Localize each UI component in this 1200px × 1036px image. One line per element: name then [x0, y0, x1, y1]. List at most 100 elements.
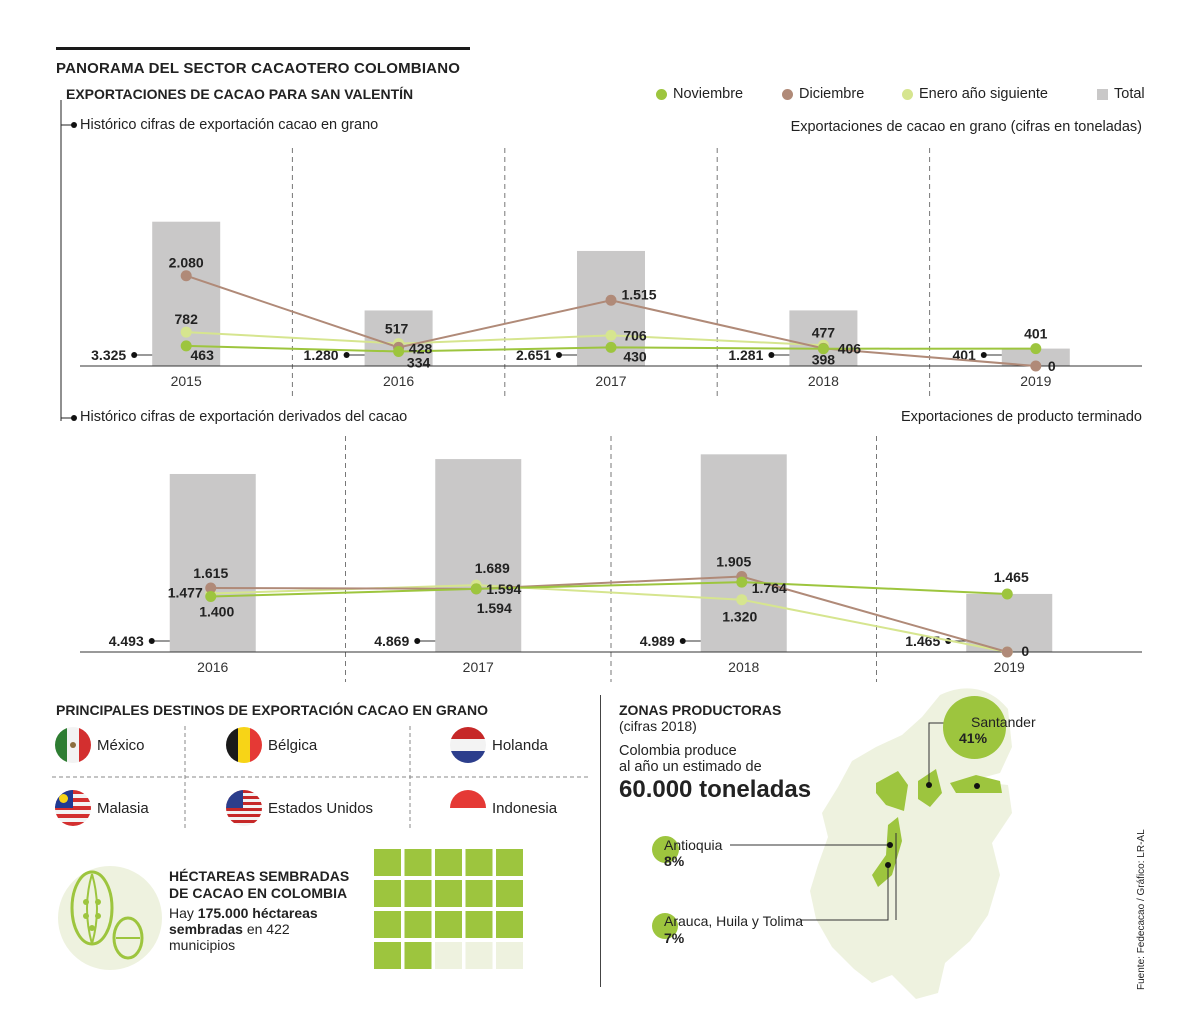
country-name: Bélgica — [268, 736, 318, 754]
country-name: Malasia — [97, 799, 149, 817]
country-mexico: México — [55, 727, 145, 763]
hectare-cell — [465, 880, 493, 907]
data-label-Enero año siguiente: 517 — [385, 321, 409, 337]
hectare-cell — [374, 942, 401, 969]
zone-share-bubble — [652, 836, 679, 863]
country-holanda: Holanda — [450, 727, 548, 763]
total-leader-dot — [131, 352, 138, 358]
x-tick-label: 2019 — [994, 659, 1025, 675]
series-line-Noviembre — [210, 581, 1008, 598]
data-label-Diciembre: 0 — [1021, 643, 1029, 659]
legend-item-diciembre: Diciembre — [782, 86, 864, 102]
country-name: Holanda — [492, 736, 548, 754]
series-point-Enero año siguiente — [736, 594, 748, 606]
derivatives-export-chart: 2016 4.493 2017 4.869 2018 4.989 2019 1.465 1.61… — [80, 436, 1142, 682]
country-indonesia: Indonesia — [450, 790, 557, 826]
total-leader-dot — [980, 352, 987, 358]
zone-name: Antioquia — [664, 837, 723, 853]
zone-name: Santander — [971, 714, 1036, 730]
data-label-Diciembre: 1.615 — [193, 565, 228, 581]
hectares-title-line: HÉCTAREAS SEMBRADAS — [169, 868, 350, 884]
zone-name: Arauca, Huila y Tolima — [664, 913, 804, 929]
zones-intro: Colombia produce al año un estimado de — [619, 743, 762, 775]
data-label-Enero año siguiente: 1.320 — [722, 609, 757, 625]
data-label-Diciembre: 1.905 — [716, 554, 751, 570]
hectare-cell — [465, 849, 493, 876]
hectare-cell — [496, 911, 523, 938]
total-leader-dot — [679, 638, 686, 644]
source-credit: Fuente: Fedecacao / Gráfico: LR-AL — [1136, 829, 1147, 990]
hectares-text: Hay 175.000 héctareas sembradas en 422 m… — [169, 905, 339, 953]
zone-pct: 7% — [664, 930, 685, 946]
data-label-Noviembre: 1.465 — [994, 569, 1029, 585]
data-label-Noviembre: 398 — [812, 352, 836, 368]
data-label-Noviembre: 334 — [407, 355, 431, 371]
hectare-cell — [435, 911, 462, 938]
hectare-cell — [404, 849, 432, 876]
data-label-Enero año siguiente: 1.477 — [168, 584, 203, 600]
page-subtitle: EXPORTACIONES DE CACAO PARA SAN VALENTÍN — [66, 86, 414, 102]
zone-pct: 41% — [959, 730, 988, 746]
legend-label: Enero año siguiente — [919, 86, 1048, 102]
total-label: 4.869 — [374, 633, 409, 649]
legend-swatch — [656, 88, 667, 100]
total-leader-dot — [148, 638, 155, 644]
hectares-title: HÉCTAREAS SEMBRADAS DE CACAO EN COLOMBIA — [169, 868, 349, 902]
chart2-unit-note: Exportaciones de producto terminado — [900, 409, 1142, 425]
legend-item-noviembre: Noviembre — [656, 86, 743, 102]
zones-intro-line: Colombia produce — [619, 743, 737, 759]
hectares-text-part: Hay — [169, 905, 198, 921]
legend-swatch — [782, 88, 793, 100]
x-tick-label: 2016 — [197, 659, 228, 675]
series-line-Enero año siguiente — [186, 331, 824, 347]
hectare-cell — [496, 880, 523, 907]
chart1-title: Histórico cifras de exportación cacao en… — [80, 117, 379, 133]
series-point-Noviembre — [470, 583, 482, 595]
data-label-Enero año siguiente: 782 — [175, 311, 199, 327]
data-label-Diciembre: 1.515 — [621, 286, 656, 302]
zone-pct: 8% — [664, 853, 685, 869]
hectares-title-line: DE CACAO EN COLOMBIA — [169, 885, 348, 901]
legend-item-total: Total — [1097, 86, 1145, 102]
x-tick-label: 2018 — [728, 659, 759, 675]
total-label: 1.280 — [304, 347, 339, 363]
hectare-cell — [496, 942, 523, 969]
series-point-Noviembre — [605, 341, 617, 353]
country-estados-unidos: Estados Unidos — [226, 790, 373, 826]
series-point-Diciembre — [1001, 646, 1013, 658]
hectare-cell — [435, 880, 462, 907]
zones-subtitle: (cifras 2018) — [619, 718, 697, 734]
data-label-Diciembre: 428 — [409, 340, 433, 356]
x-tick-label: 2018 — [808, 373, 839, 389]
series-point-Diciembre — [180, 270, 192, 282]
hectare-cell — [404, 942, 432, 969]
data-label-Enero año siguiente: 477 — [812, 324, 836, 340]
bar-total-2019 — [966, 593, 1053, 652]
legend-item-enero: Enero año siguiente — [902, 86, 1048, 102]
chart1-unit-note: Exportaciones de cacao en grano (cifras … — [790, 119, 1142, 135]
hectares-highlight: 175.000 héctareas — [197, 905, 318, 921]
title-rule — [56, 47, 470, 50]
bar-total-2019 — [1001, 348, 1070, 366]
hectare-cell — [374, 911, 401, 938]
data-label-Noviembre: 430 — [623, 348, 647, 364]
bar-total-2018 — [700, 454, 787, 652]
chart-bracket — [60, 100, 77, 421]
series-point-Noviembre — [180, 340, 192, 352]
bar-total-2018 — [789, 310, 858, 366]
country-belgica: Bélgica — [226, 727, 317, 763]
x-tick-label: 2015 — [171, 373, 202, 389]
legend-swatch — [1097, 88, 1108, 100]
data-label-Noviembre: 1.594 — [486, 581, 521, 597]
x-tick-label: 2019 — [1020, 373, 1051, 389]
hectares-highlight: sembradas — [169, 921, 243, 937]
data-label-Enero año siguiente: 706 — [623, 327, 647, 343]
total-label: 4.989 — [640, 633, 675, 649]
malaysia-flag-icon — [55, 790, 91, 826]
hectare-cell — [465, 911, 493, 938]
bar-total-2017 — [435, 459, 522, 652]
zone-share-bubble — [652, 913, 678, 939]
legend-label: Noviembre — [673, 86, 744, 102]
production-total: 60.000 toneladas — [619, 776, 812, 803]
total-label: 4.493 — [109, 633, 144, 649]
